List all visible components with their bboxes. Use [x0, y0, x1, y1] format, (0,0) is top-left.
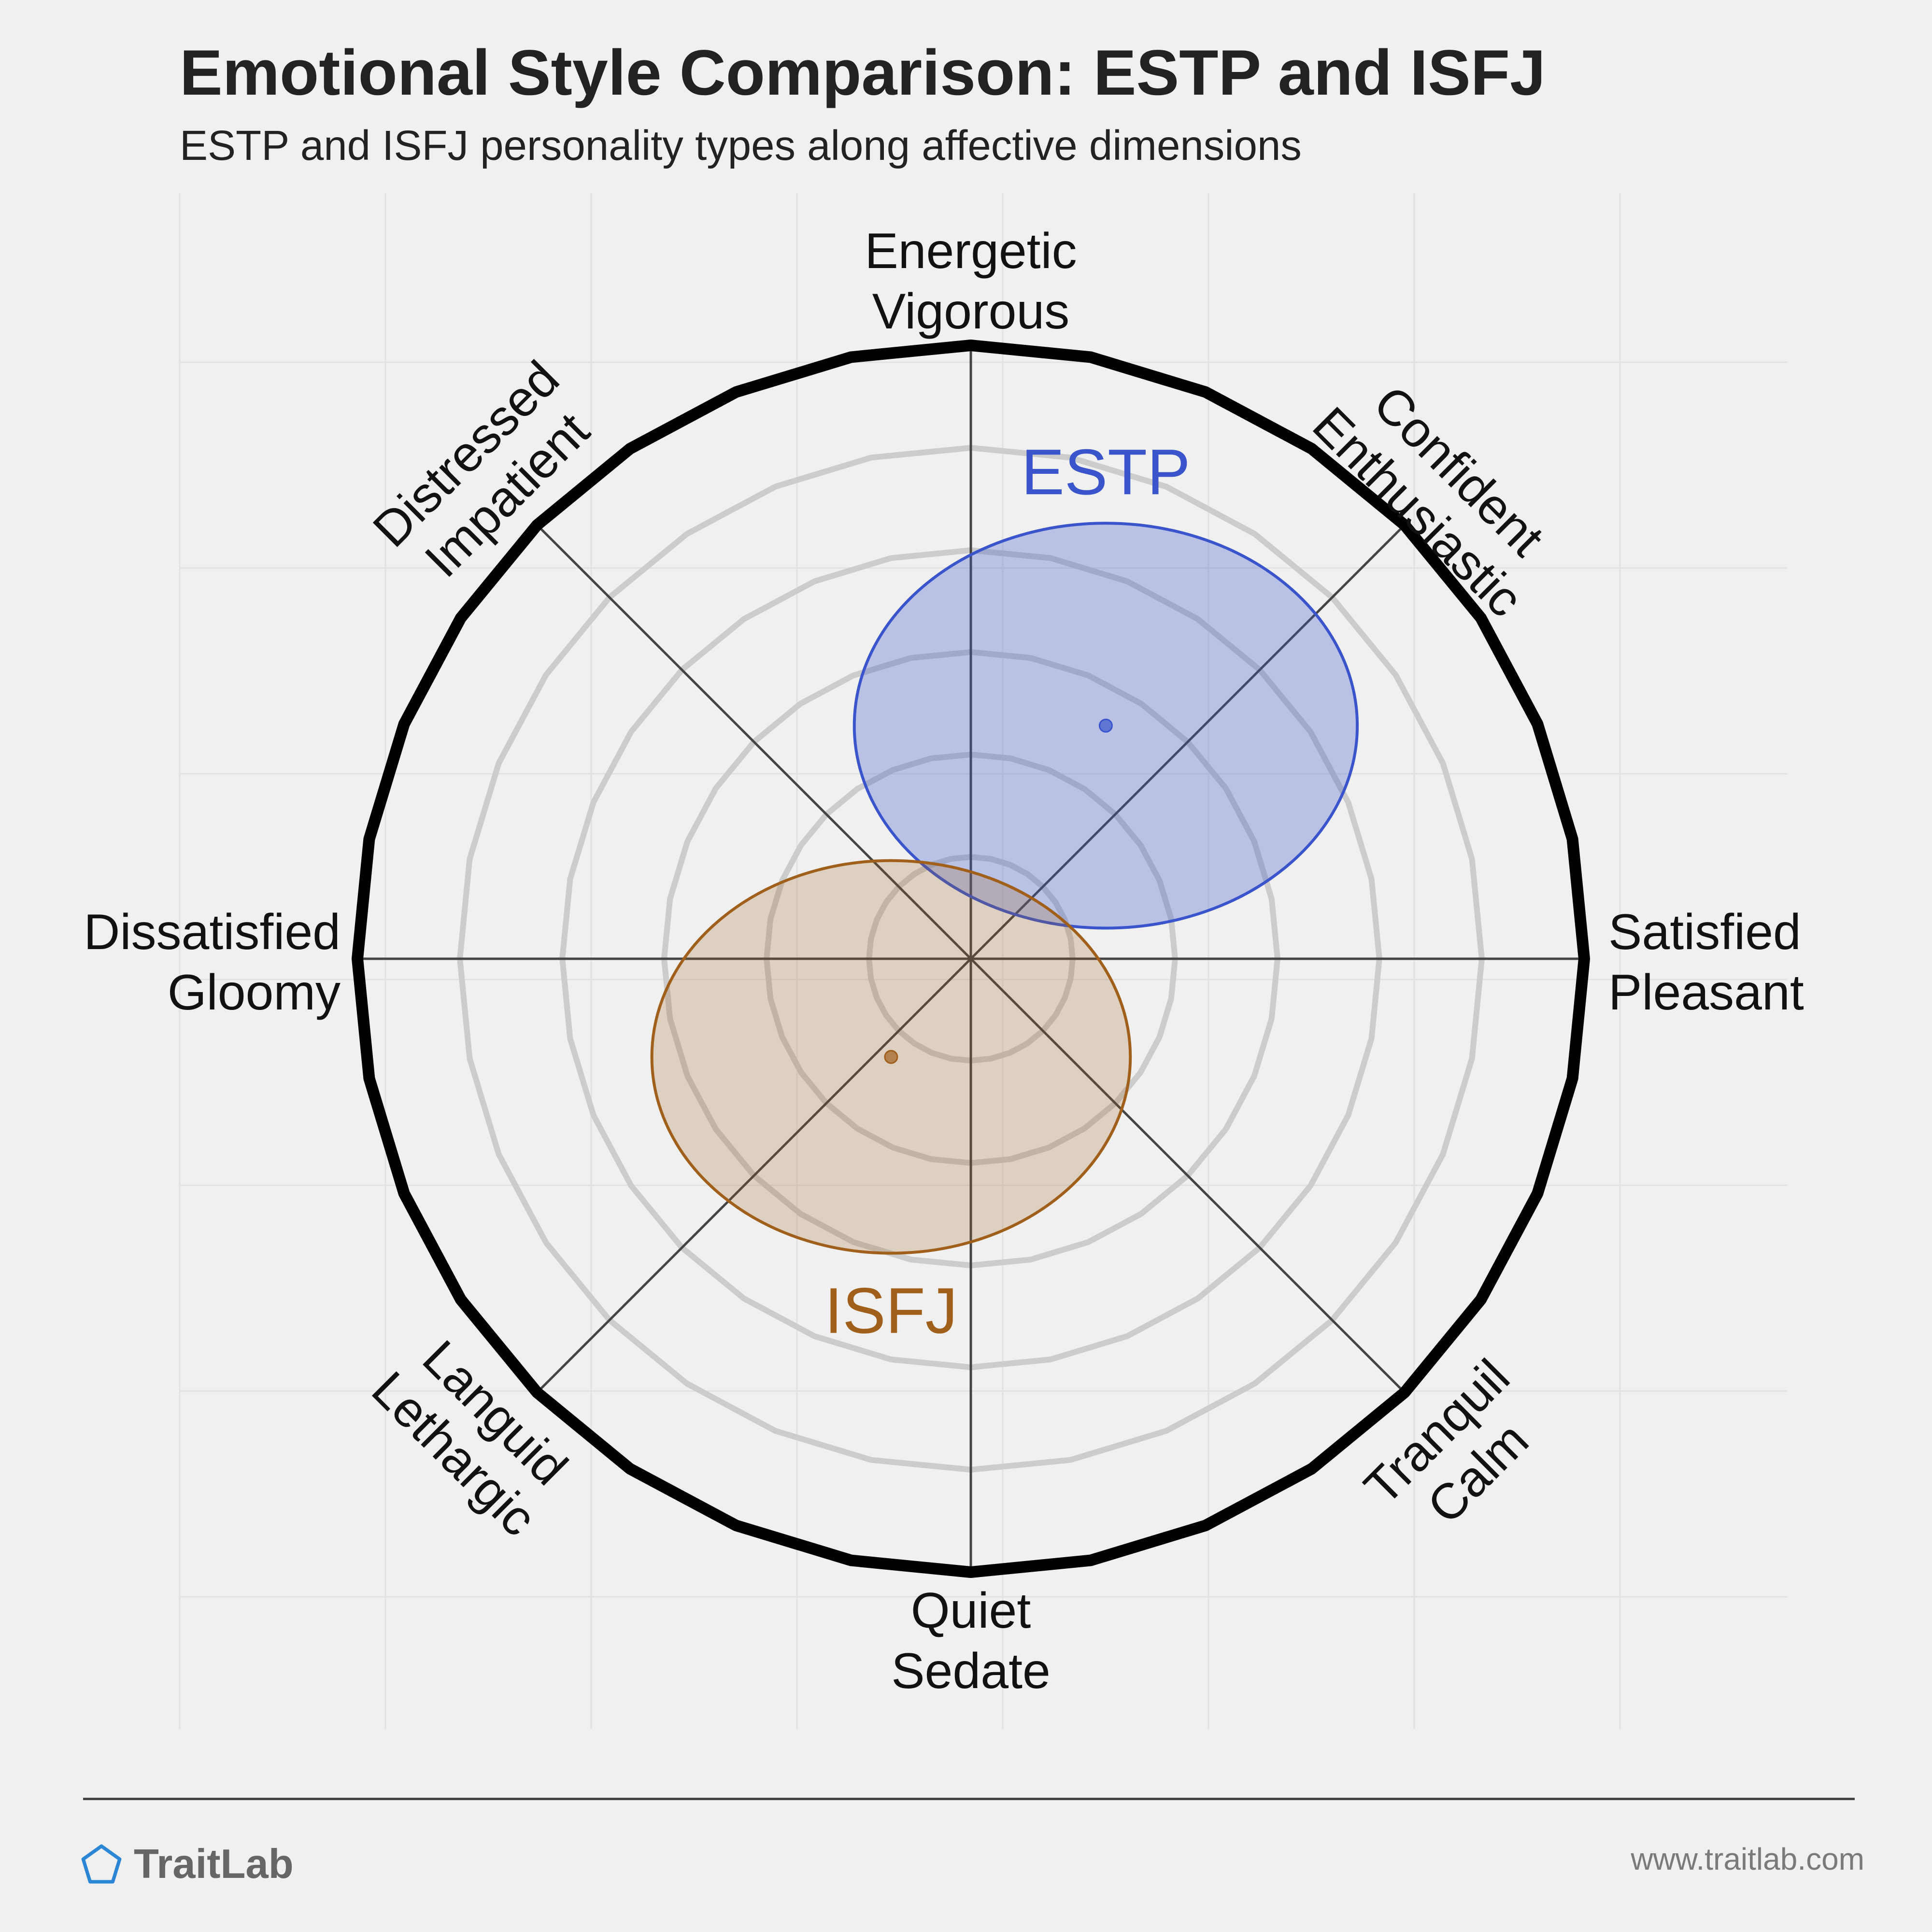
axis-label-bottom-line: Sedate [891, 1643, 1051, 1699]
axis-label-left-line: Dissatisfied [84, 904, 341, 960]
axis-label-top: Energetic Vigorous [865, 223, 1077, 340]
series-estp [852, 522, 1359, 930]
axis-label-bottom-line: Quiet [911, 1583, 1031, 1639]
axis-label-left: Dissatisfied Gloomy [84, 904, 341, 1021]
axis-label-bottom: Quiet Sedate [891, 1583, 1051, 1699]
brand-name: TraitLab [134, 1841, 294, 1887]
background-grid [179, 193, 1787, 1729]
axis-diagonal-lethargic-confident [536, 524, 1406, 1393]
axes [357, 345, 1584, 1572]
series-label-estp: ESTP [1021, 436, 1190, 508]
brand-logo: TraitLab [80, 1835, 294, 1893]
series-isfj [650, 859, 1132, 1255]
site-url: www.traitlab.com [1631, 1842, 1864, 1876]
axis-label-right: Satisfied Pleasant [1608, 904, 1804, 1021]
chart-title: Emotional Style Comparison: ESTP and ISF… [180, 37, 1546, 109]
footer-divider [83, 1798, 1855, 1800]
axis-label-bottom-right-text: TranquilCalm [1354, 1349, 1562, 1557]
series-label-isfj: ISFJ [824, 1275, 957, 1347]
series-point-isfj [884, 1050, 898, 1064]
axis-label-top-line: Vigorous [872, 284, 1070, 340]
chart-subtitle: ESTP and ISFJ personality types along af… [180, 122, 1302, 169]
axis-label-left-line: Gloomy [168, 965, 341, 1021]
axis-label-bottom-left-text: LanguidLethargic [361, 1320, 588, 1547]
axis-label-bottom-left: LanguidLethargic [361, 1320, 588, 1547]
axis-label-right-line: Pleasant [1608, 965, 1804, 1021]
pentagon-icon [81, 1844, 122, 1884]
series-point-estp [1098, 718, 1113, 733]
axis-label-top-line: Energetic [865, 223, 1077, 279]
axis-label-right-line: Satisfied [1608, 904, 1801, 960]
axis-label-bottom-right: TranquilCalm [1354, 1349, 1562, 1557]
outer-ring [352, 340, 1590, 1578]
